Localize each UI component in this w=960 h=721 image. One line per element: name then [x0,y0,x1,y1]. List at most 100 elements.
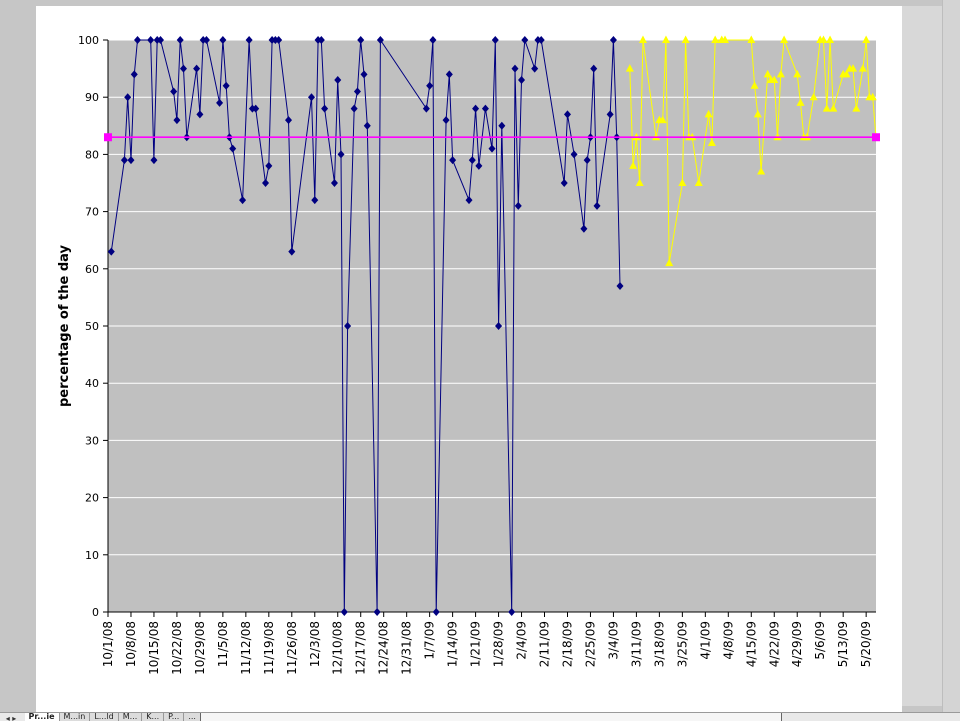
sheet-tab[interactable]: Pr...ie [24,713,60,721]
data-point [288,247,296,256]
data-point [563,110,571,119]
data-point [422,104,430,113]
horizontal-scrollbar[interactable] [200,713,782,721]
data-point [357,36,365,44]
data-point [245,36,253,44]
x-tick-label: 10/15/08 [147,621,161,675]
data-point [353,87,361,96]
x-tick-label: 2/18/09 [560,621,574,667]
y-tick-label: 40 [85,377,99,390]
sheet-tab[interactable]: M... [118,713,143,721]
data-point [819,35,828,43]
data-point [757,167,766,175]
data-point [625,64,634,72]
data-point [157,36,165,44]
data-point [222,81,230,90]
data-point [429,36,437,44]
data-point [475,161,483,170]
data-point [445,70,453,79]
data-point [518,76,526,85]
x-tick-label: 3/25/09 [675,621,689,667]
data-point [465,196,473,205]
x-tick-label: 12/24/08 [377,621,391,675]
sheet-tab[interactable]: L...ld [90,713,119,721]
data-point [196,110,204,119]
data-point [130,70,138,79]
y-tick-label: 60 [85,263,99,276]
data-point [216,98,224,107]
data-point [239,196,247,205]
x-tick-label: 1/14/09 [446,621,460,667]
series-3 [104,133,880,142]
data-point [150,156,158,165]
data-point [629,161,638,169]
x-tick-label: 12/31/08 [400,621,414,675]
x-tick-label: 1/21/09 [469,621,483,667]
y-tick-label: 10 [85,549,99,562]
data-point [107,247,115,256]
data-point [747,35,756,43]
data-point [193,64,201,73]
x-tick-label: 3/18/09 [652,621,666,667]
data-point [570,150,578,159]
x-tick-label: 10/29/08 [193,621,207,675]
data-point [826,35,835,43]
data-point [127,156,135,165]
sheet-tab[interactable]: P... [164,713,185,721]
data-point [498,121,506,130]
data-point [350,104,358,113]
data-point [124,93,132,102]
data-point [373,608,381,616]
tab-scroll-left-icon[interactable]: ◂ ▸ [5,714,17,721]
data-point [593,201,601,210]
y-tick-label: 100 [78,34,99,47]
data-point [442,116,450,125]
x-tick-label: 1/28/09 [492,621,506,667]
data-point [681,35,690,43]
data-point [321,104,329,113]
vertical-scrollbar[interactable] [942,0,960,712]
sheet-tab[interactable]: M...in [59,713,91,721]
x-axis: 10/1/08 10/8/08 10/15/08 10/22/08 10/29/08 11… [101,611,876,675]
x-tick-label: 11/26/08 [285,621,299,675]
gridlines [108,39,876,556]
data-point [426,81,434,90]
data-point [537,36,545,44]
data-point [252,104,260,113]
data-point [219,36,227,44]
data-point [753,109,762,118]
data-point [583,156,591,165]
data-point [858,64,867,72]
x-tick-label: 11/19/08 [262,621,276,675]
data-point [495,322,503,330]
data-point [531,64,539,73]
data-point [711,35,720,43]
x-tick-label: 12/10/08 [331,621,345,675]
data-point [590,64,598,73]
data-point [265,161,273,170]
data-point [360,70,368,79]
series-line [110,38,621,613]
series-1 [107,36,624,616]
data-point [694,178,703,186]
x-tick-label: 10/22/08 [170,621,184,675]
data-point [491,36,499,44]
y-tick-label: 50 [85,320,99,333]
data-point [311,196,319,205]
x-tick-label: 4/22/09 [767,621,781,667]
data-point [179,64,187,73]
x-tick-label: 5/6/09 [813,621,827,660]
x-tick-label: 12/17/08 [354,621,368,675]
data-point [488,144,496,153]
data-point [120,156,128,165]
data-point [721,35,730,43]
data-point [508,608,516,616]
data-point [809,92,818,101]
data-point [229,144,237,153]
x-tick-label: 2/25/09 [583,621,597,667]
data-point [317,36,325,44]
data-point [521,36,529,44]
sheet-tab[interactable]: K... [142,713,165,721]
data-point [661,35,670,43]
y-tick-label: 80 [85,148,99,161]
